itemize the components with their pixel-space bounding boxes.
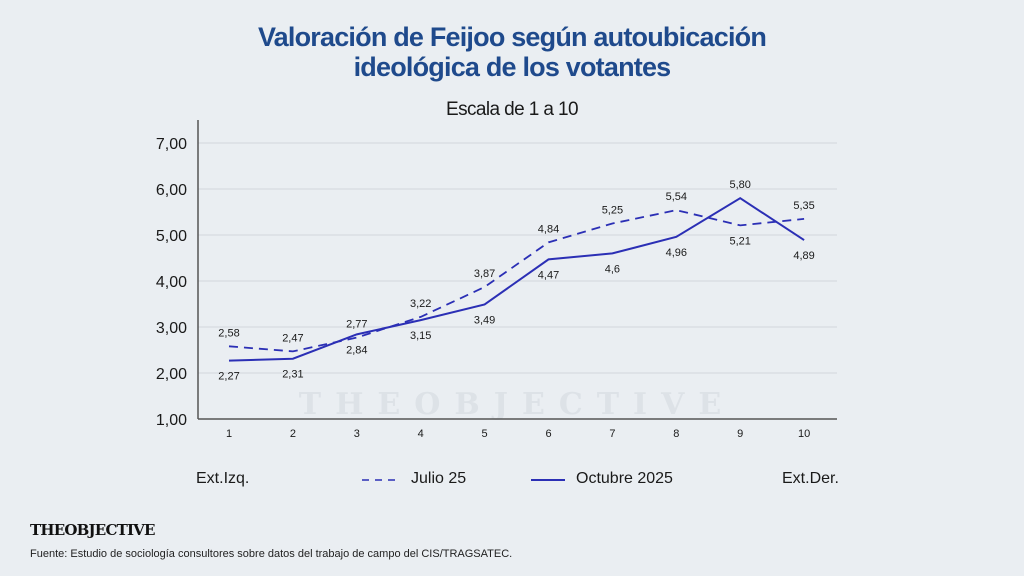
- legend-item-octubre: Octubre 2025: [576, 470, 673, 487]
- x-tick-label: 8: [673, 428, 679, 440]
- chart-subtitle: Escala de 1 a 10: [446, 99, 579, 120]
- data-labels: 2,58 2,47 2,77 3,22 3,87 4,84 5,25 5,54 5,21 5,35…: [218, 179, 815, 382]
- legend-ext-der: Ext.Der.: [782, 470, 839, 487]
- data-label: 2,77: [346, 319, 367, 331]
- y-tick-label: 7,00: [156, 136, 187, 153]
- y-tick-label: 6,00: [156, 182, 187, 199]
- y-tick-label: 4,00: [156, 274, 187, 291]
- x-tick-label: 6: [545, 428, 551, 440]
- x-tick-label: 10: [798, 428, 810, 440]
- data-label: 2,84: [346, 344, 367, 356]
- data-label: 4,96: [666, 247, 687, 259]
- legend-ext-izq: Ext.Izq.: [196, 470, 250, 487]
- data-label: 5,80: [729, 179, 750, 191]
- chart-title: Valoración de Feijoo según autoubicación…: [0, 22, 1024, 82]
- data-label: 2,31: [282, 369, 303, 381]
- series-lines: [228, 197, 805, 362]
- series-line-octubre-2025: [228, 197, 805, 362]
- x-axis-ticks: 1 2 3 4 5 6 7 8 9 10: [226, 428, 810, 440]
- y-axis-ticks: 1,00 2,00 3,00 4,00 5,00 6,00 7,00: [156, 136, 187, 429]
- x-tick-label: 2: [290, 428, 296, 440]
- chart-title-line1: Valoración de Feijoo según autoubicación: [257, 22, 767, 52]
- data-label: 5,25: [602, 205, 623, 217]
- data-label: 3,49: [474, 314, 495, 326]
- data-label: 4,84: [538, 223, 559, 235]
- watermark: THEOBJECTIVE: [299, 387, 735, 422]
- x-tick-label: 9: [737, 428, 743, 440]
- x-tick-label: 7: [609, 428, 615, 440]
- legend-item-julio: Julio 25: [411, 470, 467, 487]
- series-line-julio-25: [228, 209, 805, 353]
- publisher-logo: THEOBJECTIVE: [30, 521, 155, 539]
- x-tick-label: 1: [226, 428, 232, 440]
- x-tick-label: 3: [354, 428, 360, 440]
- data-label: 3,87: [474, 268, 495, 280]
- data-label: 3,15: [410, 330, 431, 342]
- data-label: 2,47: [282, 332, 303, 344]
- data-label: 4,47: [538, 269, 559, 281]
- x-tick-label: 4: [418, 428, 424, 440]
- y-tick-label: 2,00: [156, 366, 187, 383]
- data-label: 4,6: [605, 263, 620, 275]
- data-label: 5,21: [729, 235, 750, 247]
- y-tick-label: 1,00: [156, 412, 187, 429]
- data-label: 3,22: [410, 298, 431, 310]
- data-label: 4,89: [793, 250, 814, 262]
- x-tick-label: 5: [482, 428, 488, 440]
- data-label: 5,35: [793, 200, 814, 212]
- data-label: 2,27: [218, 371, 239, 383]
- data-label: 5,54: [666, 191, 687, 203]
- source-note: Fuente: Estudio de sociología consultore…: [30, 548, 513, 560]
- y-tick-label: 5,00: [156, 228, 187, 245]
- y-tick-label: 3,00: [156, 320, 187, 337]
- data-label: 2,58: [218, 327, 239, 339]
- chart-title-line2: ideológica de los votantes: [353, 52, 672, 82]
